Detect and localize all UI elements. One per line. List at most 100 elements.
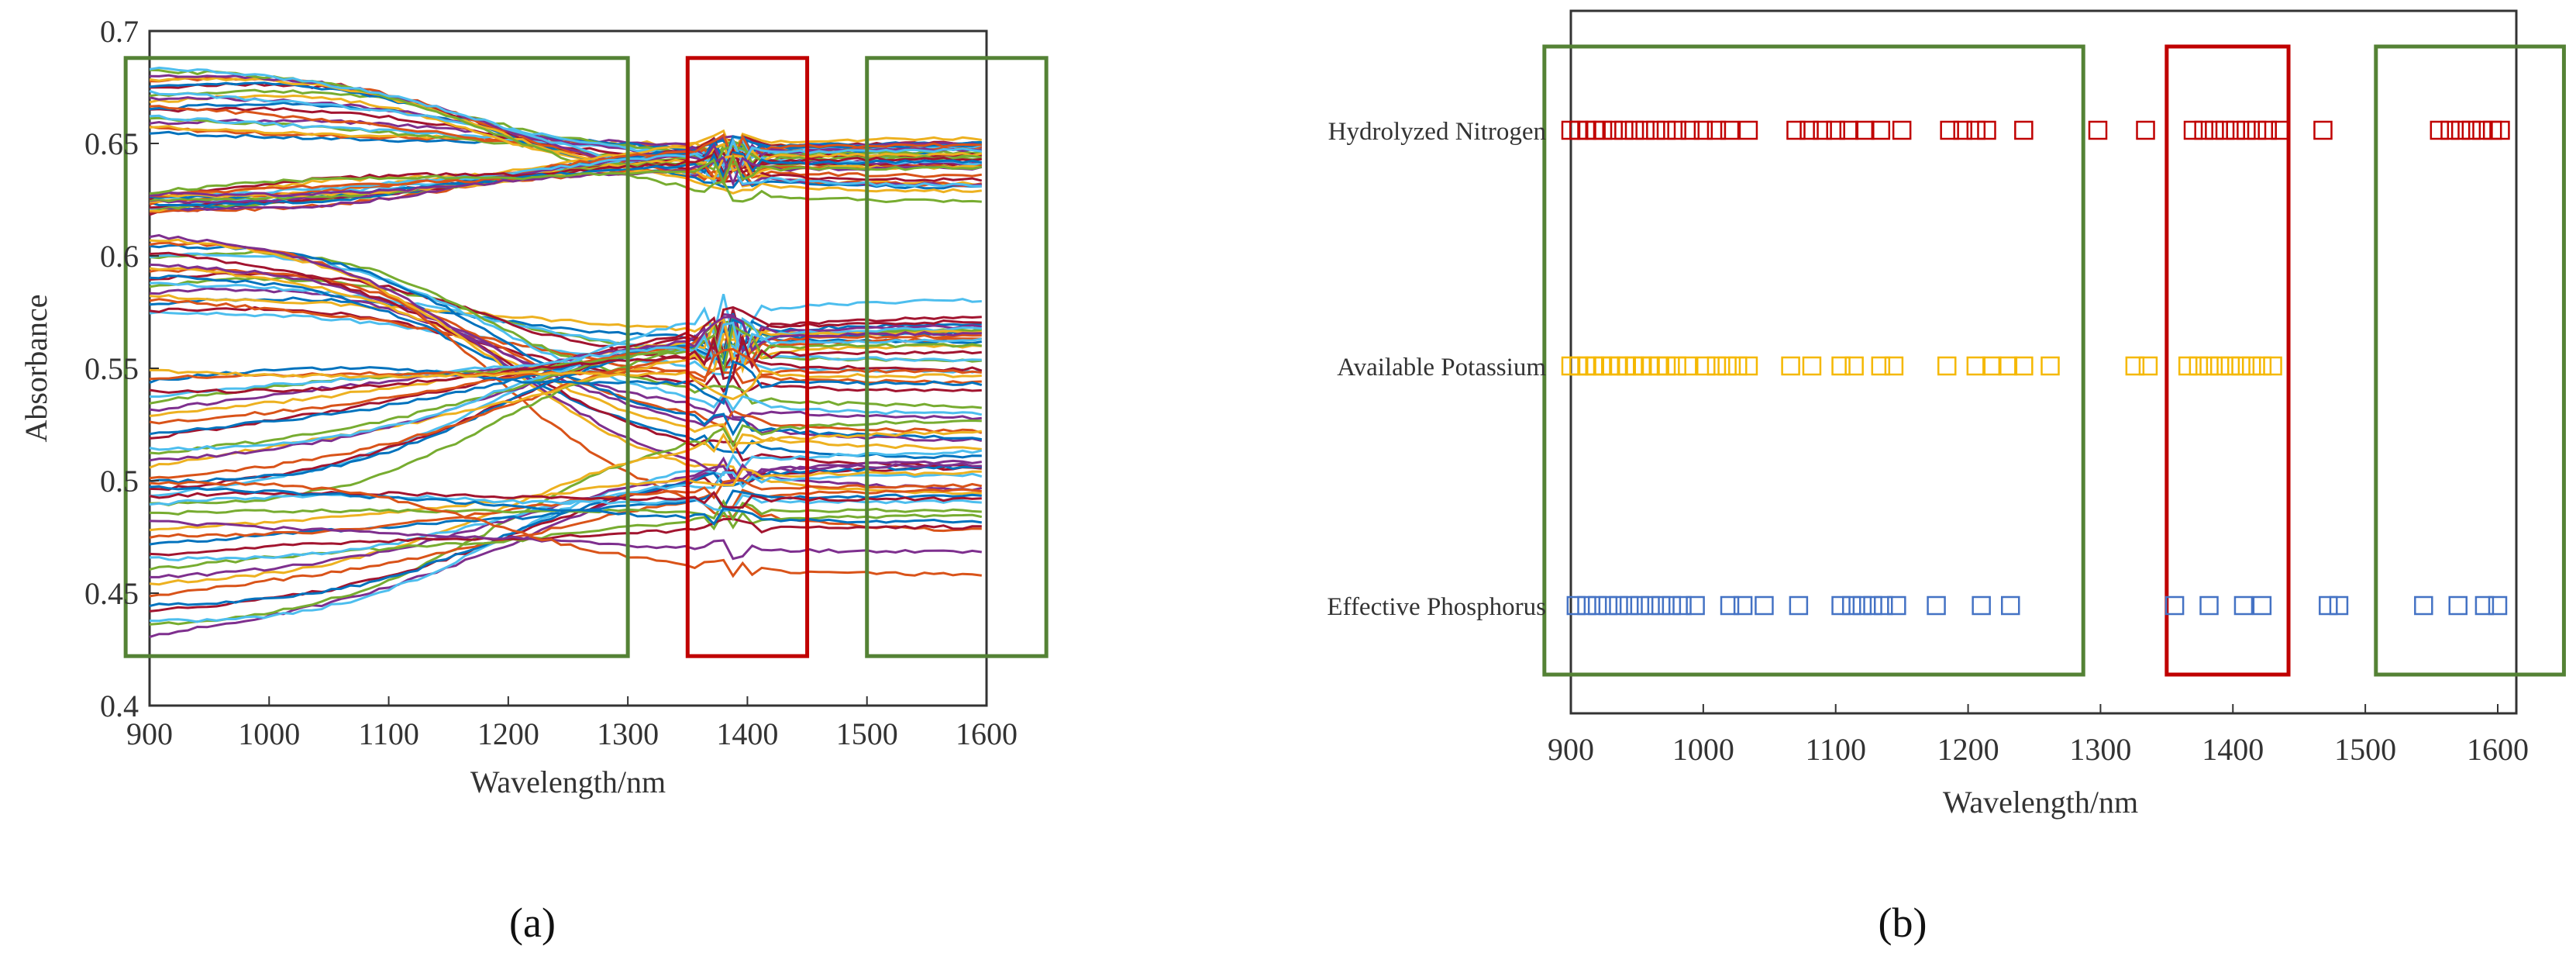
category-label-effective-phosphorus: Effective Phosphorus (1327, 593, 1546, 621)
spectrum-line (149, 252, 983, 416)
selected-wavelength-marker (1982, 356, 2002, 376)
spectrum-line (149, 310, 983, 376)
selected-wavelength-marker (1662, 595, 1682, 616)
x-tick-label: 900 (126, 716, 173, 751)
selected-wavelength-marker (2319, 595, 2338, 616)
selected-wavelength-marker (2241, 356, 2261, 376)
selected-wavelength-marker (1966, 120, 1986, 140)
selected-wavelength-region (865, 56, 1049, 658)
selected-wavelength-marker (1693, 120, 1713, 140)
selected-wavelength-marker (2138, 356, 2158, 376)
spectrum-line (149, 251, 982, 469)
spectrum-line (149, 281, 982, 364)
panel-b-selected-regions (1542, 44, 2566, 677)
panel-a-x-axis-title: Wavelength/nm (470, 765, 666, 799)
selected-wavelength-marker (1646, 120, 1665, 140)
y-tick-label: 0.5 (100, 464, 139, 499)
selected-wavelength-marker (1863, 595, 1882, 616)
selected-wavelength-marker (1577, 595, 1596, 616)
selected-wavelength-marker (2252, 356, 2272, 376)
selected-wavelength-marker (2209, 356, 2230, 376)
selected-wavelength-marker (1802, 356, 1822, 376)
selected-wavelength-marker (1651, 595, 1671, 616)
selected-wavelength-marker (2178, 356, 2198, 376)
selected-wavelength-marker (1871, 356, 1891, 376)
selected-wavelength-marker (1609, 595, 1628, 616)
selected-wavelength-marker (1789, 595, 1809, 616)
selected-wavelength-marker (1635, 120, 1655, 140)
x-tick-label: 1300 (2069, 732, 2131, 767)
x-tick-label: 900 (1548, 732, 1594, 767)
x-tick-label: 1500 (2334, 732, 2396, 767)
selected-wavelength-marker (2000, 595, 2020, 616)
selected-wavelength-marker (1587, 595, 1607, 616)
y-tick-label: 0.6 (100, 239, 139, 274)
selected-wavelength-region (2374, 44, 2566, 677)
selected-wavelength-marker (1892, 120, 1912, 140)
spectrum-line (149, 89, 982, 167)
panel-a-spectra-lines (149, 66, 983, 639)
spectrum-line (149, 333, 982, 394)
selected-wavelength-marker (2263, 356, 2282, 376)
selected-wavelength-marker (1873, 595, 1893, 616)
selected-wavelength-marker (1720, 120, 1740, 140)
spectrum-line (149, 146, 982, 201)
selected-wavelength-marker (1728, 356, 1748, 376)
spectrum-line (149, 509, 983, 571)
panel-a-line-chart: 900 1000 1100 1200 1300 1400 1500 1600 0.40.450… (19, 14, 1049, 946)
selected-wavelength-marker (2252, 595, 2272, 616)
spectrum-line (149, 296, 983, 349)
category-label-available-potassium: Available Potassium (1337, 354, 1546, 381)
selected-wavelength-marker (1603, 120, 1623, 140)
selected-wavelength-marker (2450, 120, 2471, 140)
selected-wavelength-marker (2125, 356, 2145, 376)
selected-wavelength-marker (1667, 120, 1686, 140)
y-tick-label: 0.45 (84, 576, 139, 611)
selected-wavelength-marker (1781, 356, 1800, 376)
selected-wavelength-marker (2183, 120, 2203, 140)
selected-wavelength-marker (1852, 595, 1872, 616)
panel-b-label: (b) (1879, 899, 1927, 946)
spectrum-line (149, 360, 983, 406)
panel-b-x-axis-title: Wavelength/nm (1943, 785, 2138, 820)
spectrum-line (149, 368, 982, 401)
selected-wavelength-marker (1953, 120, 1972, 140)
selected-wavelength-marker (2014, 120, 2034, 140)
spectrum-line (149, 312, 982, 485)
selected-wavelength-marker (1598, 595, 1618, 616)
spectrum-line (149, 137, 982, 199)
selected-wavelength-marker (2233, 595, 2254, 616)
panel-a-y-axis-title: Absorbance (19, 294, 53, 442)
spectrum-line (149, 154, 983, 195)
selected-wavelength-marker (1706, 120, 1727, 140)
selected-wavelength-marker (1733, 595, 1753, 616)
spectrum-line (149, 490, 982, 509)
panel-a-y-axis: 0.4 0.45 0.5 0.55 0.6 0.65 0.7 (84, 14, 159, 723)
selected-wavelength-marker (1641, 595, 1660, 616)
selected-wavelength-marker (2231, 356, 2251, 376)
spectrum-line (149, 316, 982, 451)
selected-wavelength-marker (1656, 120, 1676, 140)
selected-wavelength-marker (2189, 356, 2209, 376)
selected-wavelength-marker (2237, 120, 2256, 140)
spectrum-line (150, 321, 983, 398)
x-tick-label: 1300 (597, 716, 659, 751)
selected-wavelength-marker (1738, 120, 1758, 140)
panel-b-scatter-chart: 900 1000 1100 1200 1300 1400 1500 1600 Hydrolyz… (1327, 9, 2566, 946)
selected-wavelength-marker (1937, 356, 1957, 376)
selected-wavelength-marker (1686, 595, 1705, 616)
spectrum-line (149, 449, 983, 623)
selected-wavelength-region (685, 56, 810, 658)
selected-wavelength-region (1542, 44, 2085, 677)
selected-wavelength-marker (2247, 120, 2267, 140)
x-tick-label: 1400 (716, 716, 778, 751)
selected-wavelength-marker (1593, 120, 1613, 140)
selected-wavelength-marker (1619, 595, 1639, 616)
selected-wavelength-marker (1887, 595, 1906, 616)
panel-b-markers (1561, 120, 2510, 616)
selected-wavelength-marker (1696, 356, 1716, 376)
spectrum-line (149, 238, 982, 495)
spectrum-line (149, 465, 982, 613)
y-tick-label: 0.4 (100, 689, 139, 723)
